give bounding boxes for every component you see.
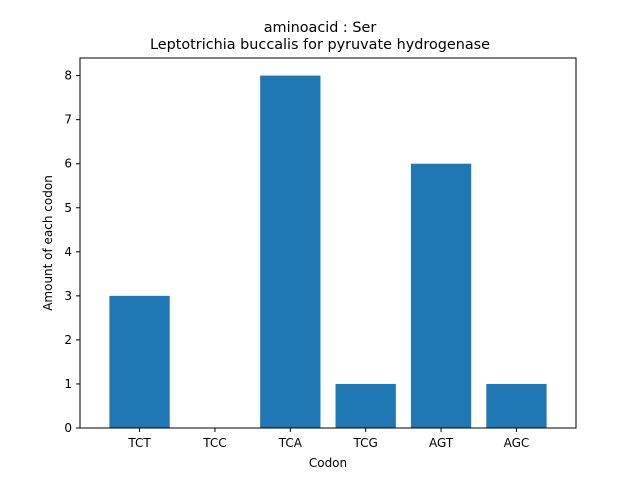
x-tick-label: AGC	[504, 436, 530, 450]
y-tick-label: 0	[64, 421, 72, 435]
y-tick-label: 8	[64, 69, 72, 83]
bars-group	[109, 75, 547, 428]
bar-tcg	[335, 383, 396, 428]
x-tick-label: TCT	[127, 436, 151, 450]
x-axis-label: Codon	[309, 456, 347, 470]
x-tick-label: TCA	[278, 436, 303, 450]
bar-agc	[486, 383, 547, 428]
bar-tca	[260, 75, 321, 428]
y-tick-label: 5	[64, 201, 72, 215]
x-tick-label: TCC	[202, 436, 226, 450]
bar-agt	[410, 163, 472, 428]
y-tick-label: 3	[64, 289, 72, 303]
y-tick-label: 6	[64, 157, 72, 171]
y-tick-label: 2	[64, 333, 72, 347]
y-axis-ticks: 0 1 2 3 4 5 6 7 8	[64, 69, 80, 435]
x-tick-label: AGT	[429, 436, 454, 450]
x-tick-label: TCG	[353, 436, 378, 450]
plot-frame	[79, 57, 577, 429]
chart-title-line2: Leptotrichia buccalis for pyruvate hydro…	[150, 37, 490, 53]
y-tick-label: 1	[64, 377, 72, 391]
bar-tct	[109, 295, 170, 428]
y-tick-label: 7	[64, 113, 72, 127]
y-tick-label: 4	[64, 245, 72, 259]
y-axis-label: Amount of each codon	[41, 175, 55, 311]
x-axis-ticks: TCT TCC TCA TCG AGT AGC	[127, 428, 529, 450]
chart-title-line1: aminoacid : Ser	[264, 20, 377, 36]
